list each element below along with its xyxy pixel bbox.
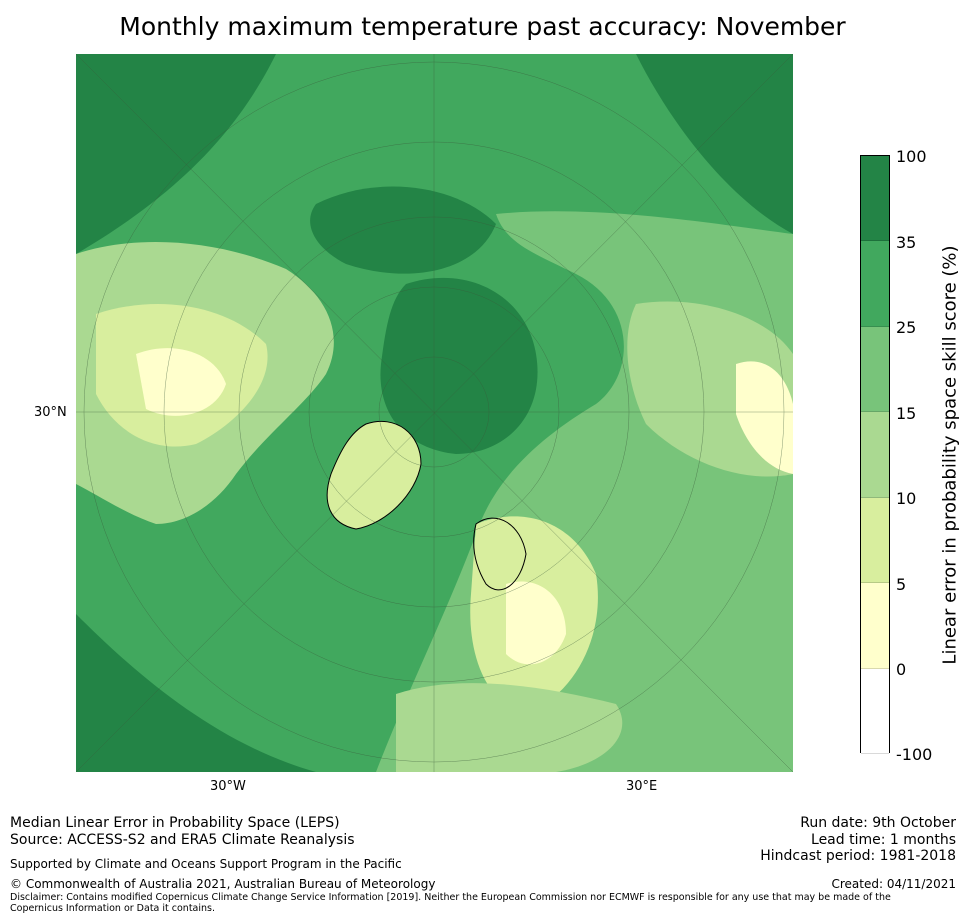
colorbar-tick: 15 [896, 404, 917, 423]
footer-created: Created: 04/11/2021 [831, 877, 956, 891]
region-dark-ne [636, 54, 793, 234]
footer-copyright: © Commonwealth of Australia 2021, Austra… [10, 877, 436, 891]
region-dark-n [310, 186, 496, 274]
colorbar-title: Linear error in probability space skill … [939, 245, 961, 665]
colorbar-tick: 10 [896, 489, 917, 508]
colorbar-bin [861, 412, 889, 498]
region-dark-sw [76, 614, 316, 772]
colorbar-tick: 0 [896, 660, 907, 679]
region-arctic-core [380, 277, 538, 454]
region-asia-lightest [736, 361, 793, 474]
land-greenland [326, 420, 422, 530]
chart-title: Monthly maximum temperature past accurac… [119, 12, 846, 41]
graticule [76, 54, 793, 772]
colorbar-bin [861, 241, 889, 327]
lat-label-30n: 30°N [34, 405, 67, 420]
colorbar [860, 155, 890, 754]
footer-hindcast: Hindcast period: 1981-2018 [760, 848, 956, 864]
colorbar-bin [861, 668, 889, 754]
land-scandinavia [473, 517, 527, 591]
lon-label-30e: 30°E [626, 779, 658, 794]
footer-source: Source: ACCESS-S2 and ERA5 Climate Reana… [10, 832, 355, 848]
colorbar-bin [861, 583, 889, 669]
lon-label-30w: 30°W [210, 779, 246, 794]
footer-method: Median Linear Error in Probability Space… [10, 815, 340, 831]
map-canvas [76, 54, 793, 772]
footer-run-date: Run date: 9th October [800, 815, 956, 831]
footer-lead-time: Lead time: 1 months [811, 832, 956, 848]
colorbar-tick: -100 [896, 745, 933, 764]
colorbar-tick: 5 [896, 575, 907, 594]
footer-support: Supported by Climate and Oceans Support … [10, 857, 402, 871]
region-na-lightest [136, 348, 226, 416]
region-mediterranean [396, 683, 623, 772]
colorbar-bin [861, 326, 889, 413]
region-europe-lightest [506, 581, 566, 665]
colorbar-tick: 35 [896, 233, 917, 252]
polar-map[interactable] [76, 54, 793, 772]
colorbar-bin [861, 497, 889, 584]
colorbar-tick: 25 [896, 318, 917, 337]
colorbar-bin [861, 156, 889, 242]
footer-disclaimer: Disclaimer: Contains modified Copernicus… [10, 892, 891, 914]
colorbar-tick: 100 [896, 147, 927, 166]
